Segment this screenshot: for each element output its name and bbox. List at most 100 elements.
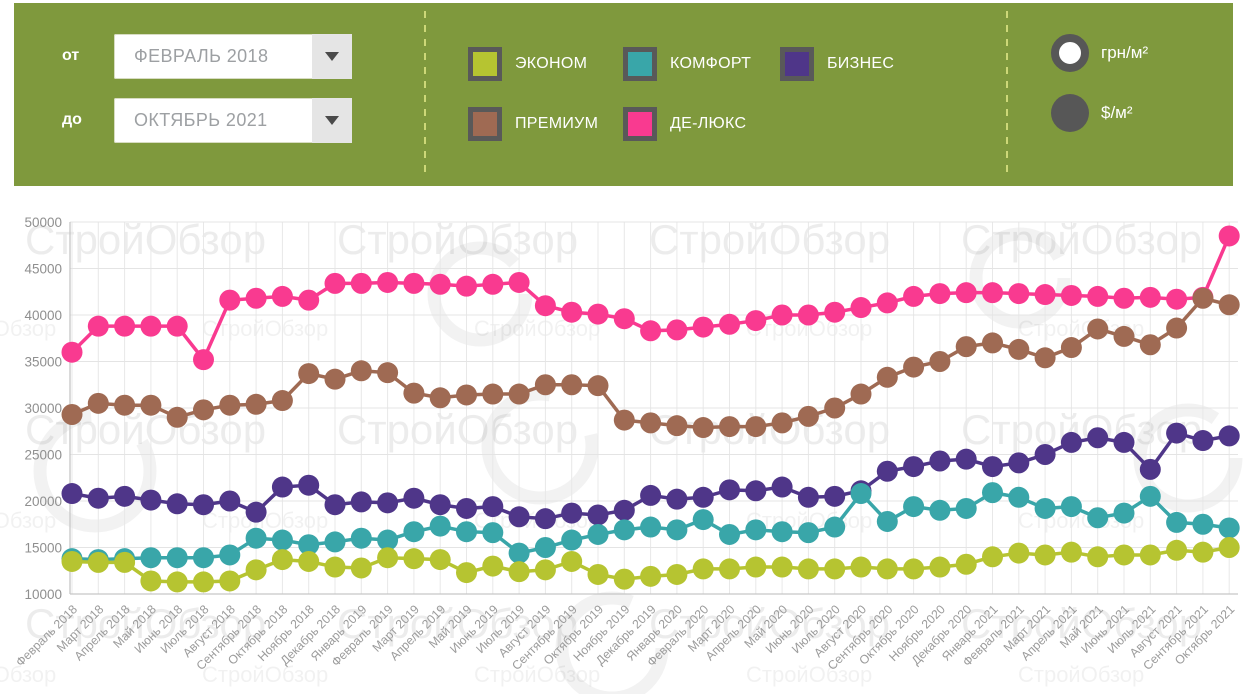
data-point bbox=[1087, 507, 1109, 529]
svg-text:СтройОбзор: СтройОбзор bbox=[649, 216, 890, 263]
data-point bbox=[666, 488, 688, 510]
data-point bbox=[587, 504, 609, 526]
legend-item-delux[interactable]: ДЕ-ЛЮКС bbox=[623, 107, 746, 141]
data-point bbox=[982, 546, 1003, 568]
radio-selected-icon[interactable] bbox=[1051, 34, 1089, 72]
data-point bbox=[350, 491, 372, 513]
data-point bbox=[1034, 347, 1056, 369]
series-4 bbox=[61, 225, 1240, 371]
data-point bbox=[403, 548, 425, 570]
data-point bbox=[719, 523, 740, 545]
legend-item-biznes[interactable]: БИЗНЕС bbox=[780, 47, 894, 81]
data-point bbox=[482, 383, 504, 405]
data-point bbox=[1166, 317, 1188, 339]
data-point bbox=[114, 551, 136, 573]
data-point bbox=[1008, 452, 1030, 474]
y-tick-label: 15000 bbox=[24, 541, 62, 556]
y-tick-label: 25000 bbox=[24, 448, 62, 463]
data-point bbox=[745, 519, 767, 541]
data-point bbox=[1166, 539, 1188, 561]
radio-unselected-icon[interactable] bbox=[1051, 94, 1089, 132]
legend-item-econom[interactable]: ЭКОНОМ bbox=[468, 47, 587, 81]
data-point bbox=[324, 494, 346, 516]
data-point bbox=[219, 570, 241, 592]
data-point bbox=[377, 271, 399, 293]
data-point bbox=[1060, 496, 1082, 518]
data-point bbox=[1060, 431, 1082, 453]
data-point bbox=[508, 271, 530, 293]
data-point bbox=[350, 557, 372, 579]
price-chart: СтройОбзор СтройОбзор СтройОбзор СтройОбзор… bbox=[0, 215, 1243, 694]
date-to-select[interactable]: ОКТЯБРЬ 2021 bbox=[114, 97, 352, 143]
data-point bbox=[87, 392, 109, 414]
data-point bbox=[561, 550, 583, 572]
data-point bbox=[692, 558, 714, 580]
data-point bbox=[324, 556, 346, 578]
data-point bbox=[61, 341, 83, 363]
data-point bbox=[982, 332, 1003, 354]
data-point bbox=[982, 482, 1003, 504]
legend-label: КОМФОРТ bbox=[670, 55, 752, 72]
data-point bbox=[824, 397, 846, 419]
series-2 bbox=[61, 422, 1240, 530]
svg-text:СтройОбзор: СтройОбзор bbox=[1018, 662, 1144, 687]
data-point bbox=[797, 486, 819, 508]
data-point bbox=[824, 301, 846, 323]
data-point bbox=[245, 559, 267, 581]
data-point bbox=[140, 570, 162, 592]
legend-item-komfort[interactable]: КОМФОРТ bbox=[623, 47, 751, 81]
data-point bbox=[377, 362, 399, 384]
data-point bbox=[1166, 511, 1188, 533]
data-point bbox=[114, 315, 136, 337]
data-point bbox=[87, 487, 109, 509]
data-point bbox=[719, 558, 740, 580]
data-point bbox=[219, 490, 241, 512]
currency-usd-label: $/м² bbox=[1101, 103, 1133, 122]
data-point bbox=[982, 456, 1003, 478]
date-from-select[interactable]: ФЕВРАЛЬ 2018 bbox=[114, 33, 352, 79]
data-point bbox=[587, 303, 609, 325]
data-point bbox=[114, 485, 136, 507]
data-point bbox=[1139, 485, 1161, 507]
data-point bbox=[403, 521, 425, 543]
data-point bbox=[166, 547, 188, 569]
data-point bbox=[876, 510, 898, 532]
data-point bbox=[140, 489, 162, 511]
data-point bbox=[1034, 444, 1056, 465]
data-point bbox=[456, 384, 477, 406]
data-point bbox=[1218, 225, 1240, 247]
date-to-row: до ОКТЯБРЬ 2021 bbox=[62, 97, 352, 143]
data-point bbox=[771, 476, 793, 498]
data-point bbox=[245, 287, 267, 309]
legend-item-premium[interactable]: ПРЕМИУМ bbox=[468, 107, 598, 141]
data-point bbox=[403, 487, 425, 509]
currency-option-usd[interactable]: $/м² bbox=[1051, 94, 1133, 132]
filter-legend-bar: от ФЕВРАЛЬ 2018 до ОКТЯБРЬ 2021 ЭКОНОМ К… bbox=[14, 3, 1233, 186]
data-point bbox=[219, 289, 241, 311]
date-to-dropdown-button[interactable] bbox=[312, 97, 352, 143]
data-point bbox=[140, 394, 162, 416]
data-point bbox=[745, 310, 767, 332]
date-from-dropdown-button[interactable] bbox=[312, 33, 352, 79]
data-point bbox=[534, 559, 556, 581]
data-point bbox=[1060, 541, 1082, 563]
data-point bbox=[1087, 318, 1109, 340]
data-point bbox=[245, 393, 267, 415]
data-point bbox=[1008, 542, 1030, 564]
data-point bbox=[824, 485, 846, 507]
data-point bbox=[613, 568, 635, 590]
data-point bbox=[955, 448, 977, 470]
data-point bbox=[903, 456, 925, 478]
data-point bbox=[271, 549, 293, 571]
data-point bbox=[377, 492, 399, 514]
data-point bbox=[719, 479, 740, 501]
data-point bbox=[955, 553, 977, 575]
data-point bbox=[745, 556, 767, 578]
data-point bbox=[1218, 517, 1240, 539]
currency-option-uah[interactable]: грн/м² bbox=[1051, 34, 1148, 72]
data-point bbox=[797, 522, 819, 544]
data-point bbox=[929, 450, 951, 472]
data-point bbox=[1087, 427, 1109, 449]
svg-text:СтройОбзор: СтройОбзор bbox=[202, 662, 328, 687]
data-point bbox=[87, 315, 109, 337]
